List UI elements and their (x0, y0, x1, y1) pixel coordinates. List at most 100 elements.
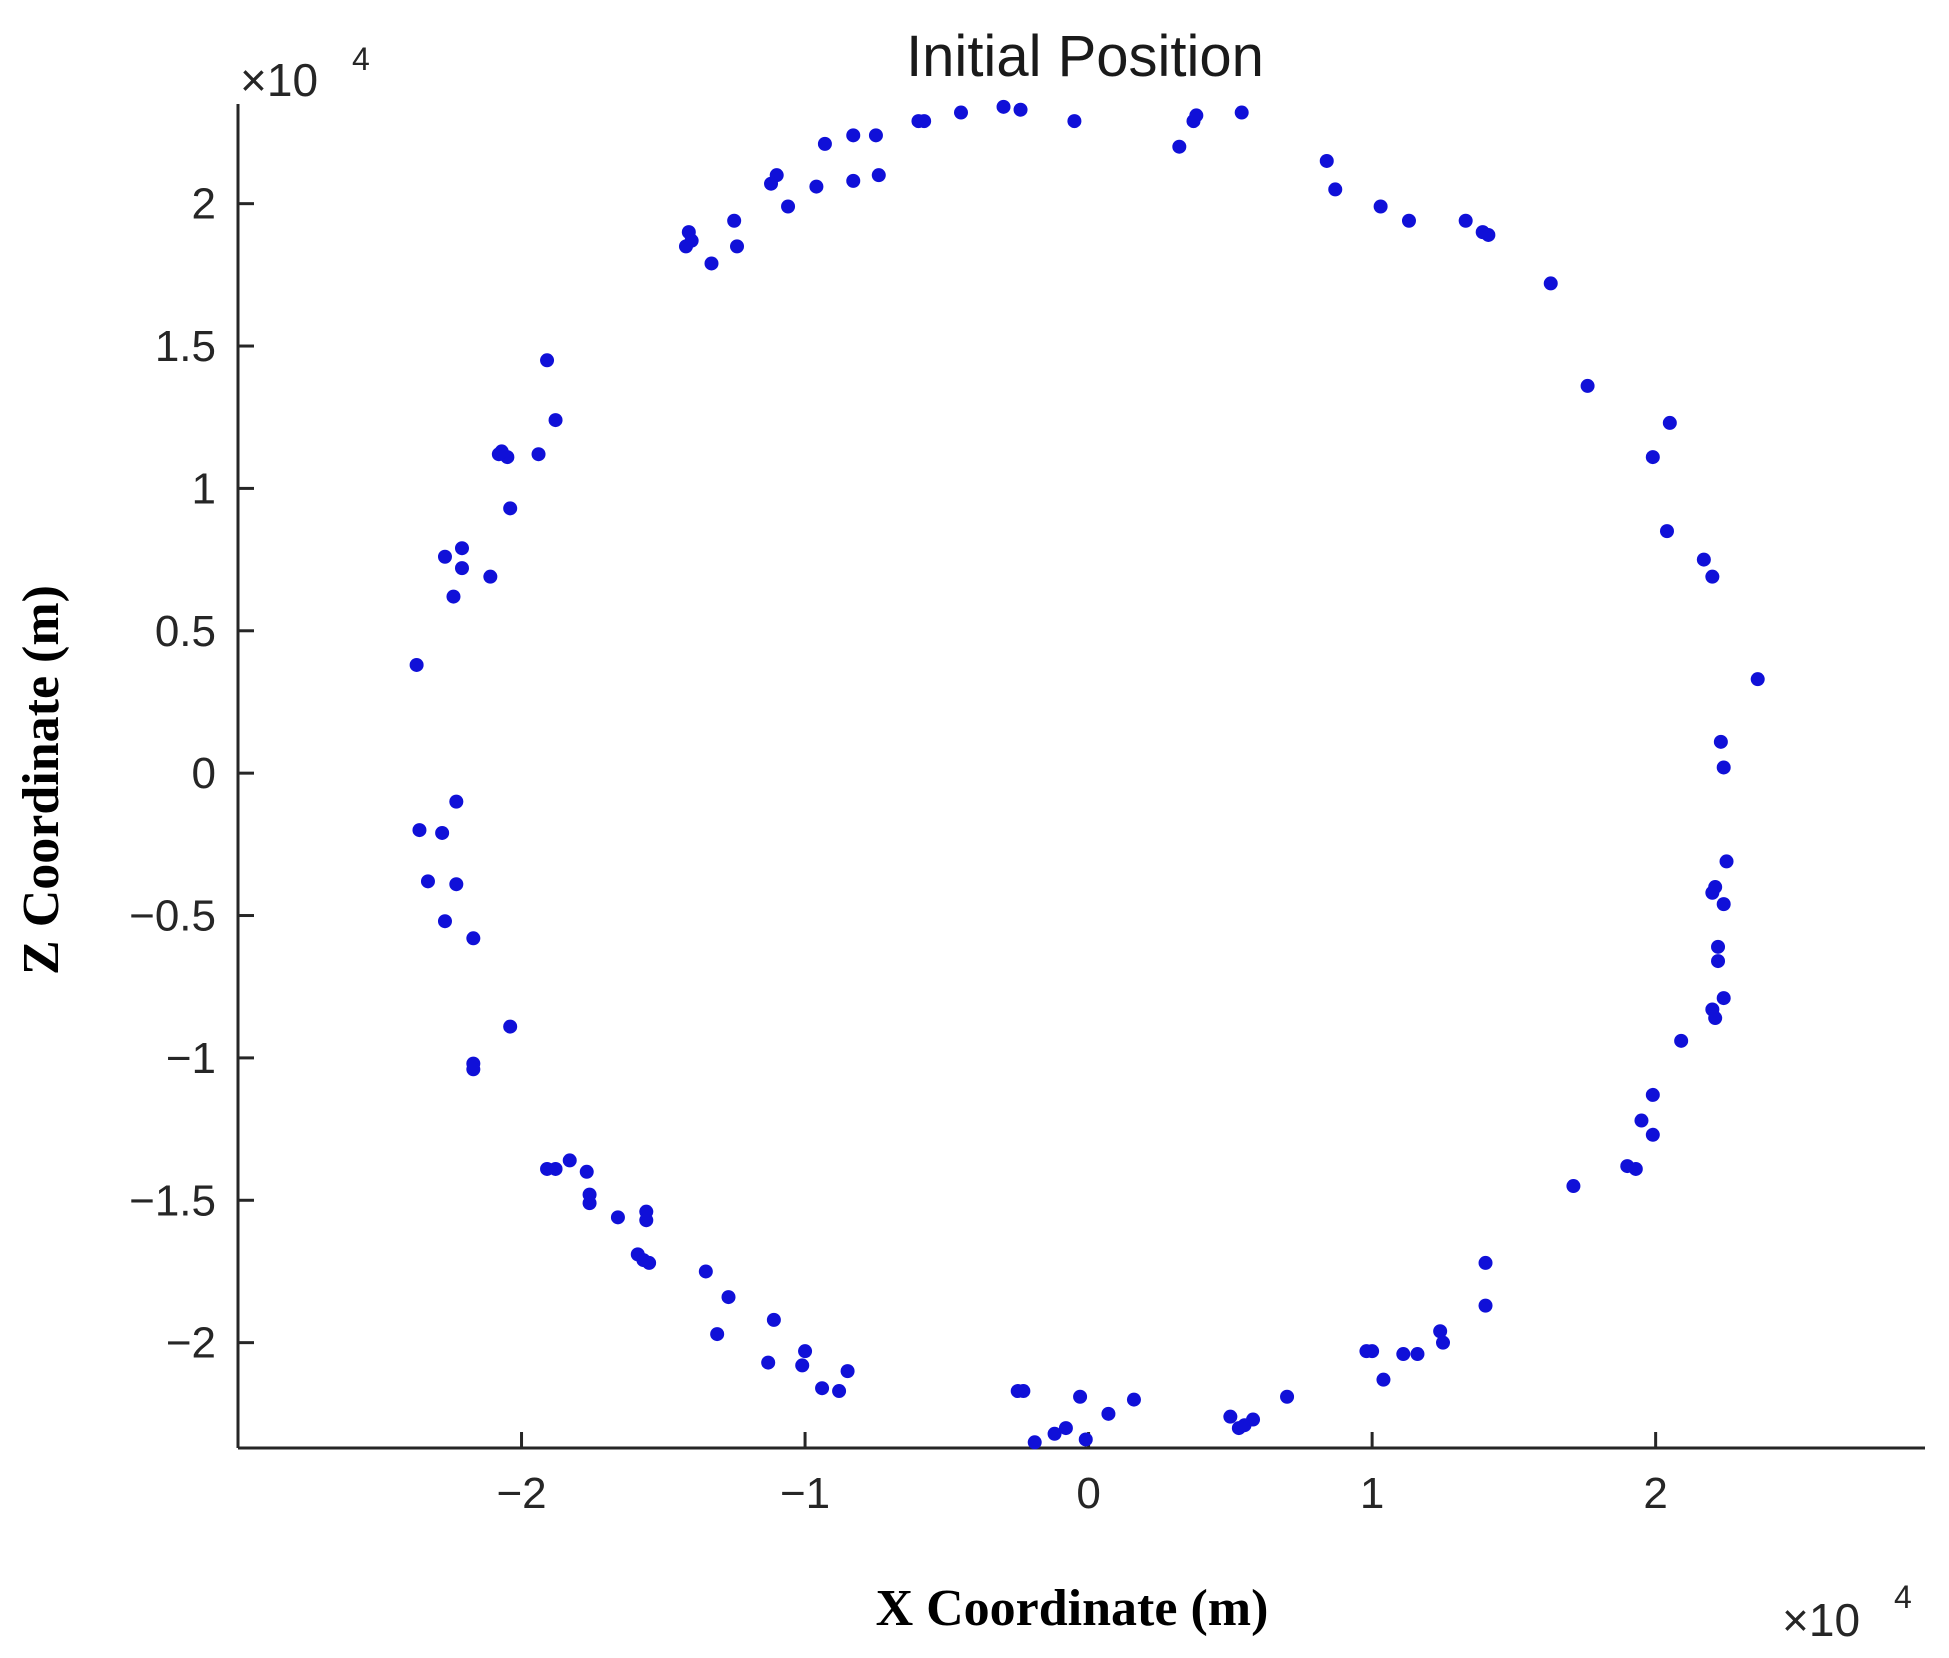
data-point (1401, 213, 1416, 228)
data-point (503, 501, 518, 516)
data-point (483, 569, 498, 584)
data-point (466, 931, 481, 946)
y-tick-label: −1 (166, 1034, 216, 1083)
data-point (1458, 213, 1473, 228)
data-point (1376, 1372, 1391, 1387)
data-point (1478, 1255, 1493, 1270)
data-point (1126, 1392, 1141, 1407)
data-point (1433, 1324, 1448, 1339)
data-point (1010, 1384, 1025, 1399)
data-point (1231, 1421, 1246, 1436)
data-point (1543, 276, 1558, 291)
y-tick-label: 0.5 (155, 607, 216, 656)
data-point (871, 168, 886, 183)
data-point (761, 1355, 776, 1370)
data-point (1634, 1113, 1649, 1128)
y-tick-label: −1.5 (129, 1176, 216, 1225)
data-point (1716, 991, 1731, 1006)
data-point (562, 1153, 577, 1168)
data-point (1189, 108, 1204, 123)
data-point (1674, 1033, 1689, 1048)
data-point (1628, 1161, 1643, 1176)
data-point (846, 128, 861, 143)
data-point (1645, 1127, 1660, 1142)
data-point (721, 1290, 736, 1305)
data-point (636, 1253, 651, 1268)
data-point (1013, 102, 1028, 117)
data-point (817, 136, 832, 151)
y-axis-multiplier: ×10 4 (240, 41, 370, 106)
y-axis-ticks: −2 −1.5 −1 −0.5 0 0.5 1 1.5 2 (129, 180, 254, 1368)
data-point (1410, 1347, 1425, 1362)
y-tick-label: −2 (166, 1319, 216, 1368)
data-point (1645, 1087, 1660, 1102)
data-point (503, 1019, 518, 1034)
data-point (764, 176, 779, 191)
data-point (1078, 1432, 1093, 1447)
data-point (548, 413, 563, 428)
data-point (437, 549, 452, 564)
data-point (996, 99, 1011, 114)
data-point (954, 105, 968, 120)
data-point (1373, 199, 1388, 214)
data-point (1662, 415, 1677, 430)
y-multiplier-base: ×10 (240, 54, 318, 106)
data-point (1713, 734, 1728, 749)
data-point (1566, 1179, 1581, 1194)
data-point (1359, 1344, 1374, 1359)
data-point (1719, 854, 1734, 869)
x-tick-label: −2 (496, 1469, 546, 1518)
data-point (698, 1264, 713, 1279)
data-point (579, 1164, 594, 1179)
data-point (730, 239, 745, 254)
data-point (1319, 153, 1334, 168)
data-point (540, 1161, 555, 1176)
data-point (766, 1312, 781, 1327)
data-point (531, 447, 546, 462)
data-point (781, 199, 796, 214)
y-tick-label: −0.5 (129, 892, 216, 941)
x-axis-label: X Coordinate (m) (876, 1580, 1269, 1637)
data-point (1172, 139, 1187, 154)
y-axis-label: Z Coordinate (m) (13, 585, 70, 975)
data-point (437, 914, 452, 929)
x-tick-label: −1 (780, 1469, 830, 1518)
data-point (1659, 524, 1674, 539)
data-point (435, 825, 450, 840)
data-point (1696, 552, 1711, 567)
data-point (1705, 569, 1720, 584)
data-point (1711, 954, 1726, 969)
data-point (466, 1062, 481, 1077)
x-axis-ticks: −2 −1 0 1 2 (496, 1432, 1668, 1518)
data-point (610, 1210, 625, 1225)
data-point (1645, 450, 1660, 465)
data-point (868, 128, 883, 143)
x-tick-label: 0 (1076, 1469, 1100, 1518)
data-point (412, 823, 427, 838)
x-multiplier-base: ×10 (1782, 1594, 1860, 1646)
data-point (449, 794, 464, 809)
data-point (795, 1358, 810, 1373)
data-point (1027, 1435, 1042, 1450)
data-point (1708, 1011, 1723, 1026)
data-point (1436, 1335, 1450, 1350)
data-points (409, 99, 1765, 1450)
y-tick-label: 2 (192, 180, 216, 229)
data-point (684, 233, 699, 248)
data-point (639, 1213, 654, 1228)
data-point (809, 179, 824, 194)
data-point (1101, 1406, 1116, 1421)
data-point (1047, 1426, 1062, 1441)
y-tick-label: 1.5 (155, 322, 216, 371)
data-point (582, 1196, 597, 1211)
data-point (454, 541, 469, 556)
data-point (1580, 378, 1595, 393)
data-point (1067, 114, 1082, 129)
data-point (846, 173, 861, 188)
data-point (1058, 1421, 1073, 1436)
data-point (449, 877, 464, 892)
axes (236, 104, 1925, 1450)
y-multiplier-exponent: 4 (352, 41, 370, 77)
data-point (1223, 1409, 1238, 1424)
data-point (1481, 227, 1496, 242)
